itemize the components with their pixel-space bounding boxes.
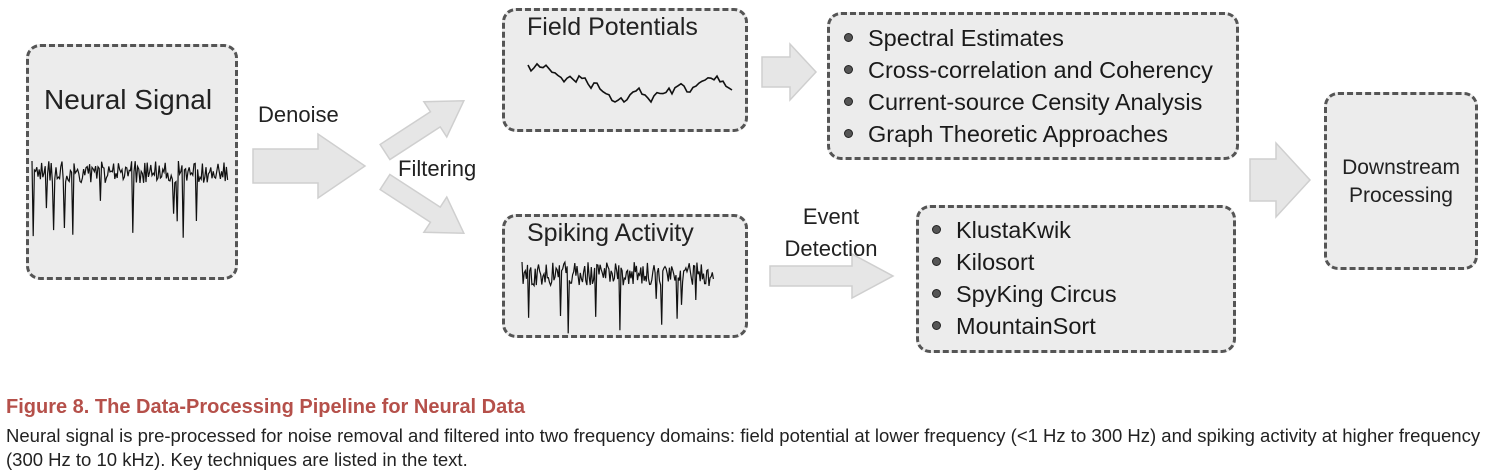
bullet-icon: [932, 289, 941, 298]
field-potentials-title: Field Potentials: [527, 13, 698, 41]
spiking-activity-trace: [521, 260, 714, 334]
bullet-icon: [932, 257, 941, 266]
method-label: Cross-correlation and Coherency: [868, 57, 1213, 83]
event-detection-label: Event Detection: [784, 204, 878, 261]
event-detection-arrow: [769, 252, 895, 300]
method-label: Current-source Censity Analysis: [868, 89, 1203, 115]
denoise-arrow: [252, 132, 367, 200]
downstream-box: [1324, 92, 1478, 270]
to-downstream-arrow: [1249, 141, 1312, 219]
field-to-methods-arrow: [761, 42, 818, 102]
neural-signal-title: Neural Signal: [44, 84, 213, 115]
field-potentials-box: [502, 8, 748, 132]
field-potential-trace: [527, 62, 733, 104]
list-item: Current-source Censity Analysis: [842, 86, 1213, 118]
method-label: Graph Theoretic Approaches: [868, 121, 1169, 147]
list-item: Graph Theoretic Approaches: [842, 118, 1213, 150]
method-label: MountainSort: [956, 313, 1096, 339]
figure-caption-body: Neural signal is pre-processed for noise…: [6, 425, 1481, 470]
downstream-title: Downstream Processing: [1342, 156, 1460, 207]
list-item: Cross-correlation and Coherency: [842, 54, 1213, 86]
bullet-icon: [844, 97, 853, 106]
method-label: Kilosort: [956, 249, 1035, 275]
field-methods-list: Spectral Estimates Cross-correlation and…: [842, 22, 1213, 150]
spike-methods-box: [916, 205, 1236, 353]
list-item: KlustaKwik: [930, 214, 1117, 246]
field-methods-box: [827, 12, 1239, 160]
filter-down-arrow: [379, 173, 466, 234]
bullet-icon: [932, 321, 941, 330]
spiking-activity-title: Spiking Activity: [527, 219, 694, 247]
list-item: Spectral Estimates: [842, 22, 1213, 54]
figure-caption-title: Figure 8. The Data-Processing Pipeline f…: [6, 396, 526, 418]
bullet-icon: [844, 65, 853, 74]
list-item: Kilosort: [930, 246, 1117, 278]
neural-signal-trace: [31, 160, 229, 238]
list-item: SpyKing Circus: [930, 278, 1117, 310]
filter-up-arrow: [379, 100, 466, 161]
method-label: SpyKing Circus: [956, 281, 1117, 307]
spike-methods-list: KlustaKwik Kilosort SpyKing Circus Mount…: [930, 214, 1117, 342]
list-item: MountainSort: [930, 310, 1117, 342]
method-label: KlustaKwik: [956, 217, 1071, 243]
denoise-label: Denoise: [258, 102, 339, 127]
bullet-icon: [844, 33, 853, 42]
bullet-icon: [932, 225, 941, 234]
method-label: Spectral Estimates: [868, 25, 1064, 51]
bullet-icon: [844, 129, 853, 138]
filtering-label: Filtering: [398, 156, 477, 181]
